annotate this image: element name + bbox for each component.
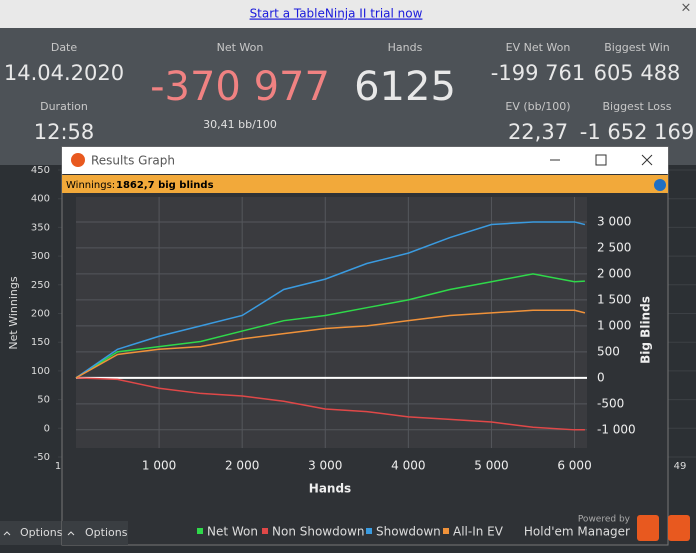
stat-value: -370 977: [150, 64, 330, 110]
stat-label: Biggest Loss: [602, 100, 671, 113]
x-tick-label: 4 000: [391, 459, 425, 473]
x-tick-label: 1 000: [142, 459, 176, 473]
chevron-icon: [3, 531, 11, 536]
y-tick-label: 0: [597, 370, 605, 384]
legend-swatch: [443, 528, 449, 534]
help-icon[interactable]: [654, 179, 666, 191]
banner: [0, 0, 696, 28]
x-tick-label: 5 000: [474, 459, 508, 473]
winnings-value: 1862,7 big blinds: [116, 180, 214, 191]
stat-value: -199 761: [491, 61, 585, 85]
close-banner[interactable]: ×: [681, 1, 692, 16]
chevron-icon: [67, 531, 75, 536]
x-tick-label: 3 000: [308, 459, 342, 473]
y-tick-label: -500: [597, 396, 624, 410]
stat-label: EV Net Won: [506, 41, 571, 54]
options-button[interactable]: [62, 521, 128, 545]
stats-panel: [0, 28, 696, 165]
options-label[interactable]: Options: [20, 526, 63, 539]
legend-label: Showdown: [376, 525, 441, 539]
stat-label: 30,41 bb/100: [203, 118, 277, 131]
stat-value: 14.04.2020: [4, 61, 124, 85]
y-tick-label: 3 000: [597, 214, 631, 228]
window-titlebar: [62, 147, 668, 174]
background-y-tick-label: 100: [31, 366, 50, 377]
app-icon: [71, 153, 85, 167]
y-tick-label: 1 500: [597, 292, 631, 306]
series-line: [75, 221, 586, 379]
stat-label: Net Won: [217, 41, 264, 54]
brand: Hold'em Manager: [524, 525, 630, 539]
series-line: [75, 377, 585, 431]
y-tick-label: 500: [597, 344, 620, 358]
brand-logo: [637, 515, 659, 541]
stat-label: EV (bb/100): [505, 100, 570, 113]
stat-value: -1 652 169: [580, 120, 694, 144]
x-tick-label: 6 000: [557, 459, 591, 473]
stat-value: 12:58: [34, 120, 95, 144]
close-button[interactable]: [641, 154, 653, 166]
background-x-label: 1: [55, 461, 61, 472]
y-tick-label: 2 500: [597, 240, 631, 254]
background-x-label: 49: [674, 461, 687, 472]
brand-logo: [668, 515, 690, 541]
stat-label: Duration: [40, 100, 88, 113]
legend-swatch: [366, 528, 372, 534]
series-line: [75, 309, 586, 379]
background-y-tick-label: 150: [31, 337, 50, 348]
background-y-tick-label: 0: [44, 423, 50, 434]
legend-label: Non Showdown: [272, 525, 365, 539]
options-label[interactable]: Options: [85, 526, 128, 539]
legend-label: Net Won: [207, 525, 258, 539]
window-title: Results Graph: [91, 154, 175, 168]
series-line: [75, 273, 585, 379]
stat-label: Date: [51, 41, 78, 54]
winnings-bar: [62, 175, 668, 193]
y-tick-label: -1 000: [597, 422, 636, 436]
y-tick-label: 2 000: [597, 266, 631, 280]
y-tick-label: 1 000: [597, 318, 631, 332]
background-y-tick-label: 350: [31, 222, 50, 233]
stat-label: Biggest Win: [604, 41, 670, 54]
stat-label: Hands: [388, 41, 423, 54]
background-y-tick-label: 450: [31, 165, 50, 176]
legend-swatch: [197, 528, 203, 534]
legend-label: All-In EV: [453, 525, 504, 539]
background-y-tick-label: -50: [34, 452, 50, 463]
background-y-label: Net Winnings: [7, 276, 20, 349]
legend-swatch: [262, 528, 268, 534]
winnings-label: Winnings:: [66, 180, 115, 191]
x-axis-label: Hands: [309, 482, 351, 496]
options-button[interactable]: [0, 521, 62, 545]
y-axis-label: Big Blinds: [639, 296, 653, 364]
background-y-tick-label: 400: [31, 194, 50, 205]
background-y-tick-label: 200: [31, 309, 50, 320]
x-tick-label: 2 000: [225, 459, 259, 473]
background-y-tick-label: 50: [37, 395, 50, 406]
background-y-tick-label: 250: [31, 280, 50, 291]
background-y-tick-label: 300: [31, 251, 50, 262]
powered-by: Powered by: [578, 515, 631, 525]
plot-area: [76, 197, 587, 448]
stat-value: 605 488: [594, 61, 681, 85]
trial-link[interactable]: Start a TableNinja II trial now: [250, 7, 423, 21]
stat-value: 6125: [354, 64, 456, 110]
maximize-button[interactable]: [595, 154, 607, 166]
stat-value: 22,37: [508, 120, 568, 144]
